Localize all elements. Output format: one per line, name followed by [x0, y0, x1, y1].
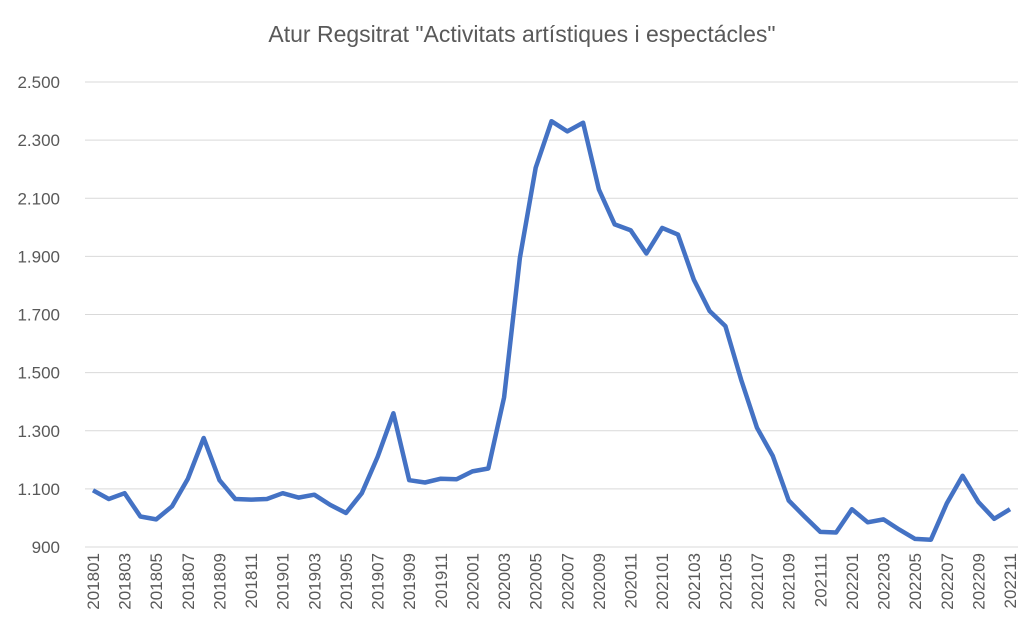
x-tick-label: 202001 [463, 553, 482, 610]
x-tick-label: 201811 [242, 553, 261, 608]
x-tick-label: 202203 [875, 553, 894, 610]
x-tick-label: 201809 [210, 553, 229, 610]
x-tick-label: 201901 [274, 553, 293, 610]
x-tick-label: 202211 [1001, 553, 1020, 608]
x-tick-label: 202003 [495, 553, 514, 610]
x-tick-label: 202005 [527, 553, 546, 610]
x-tick-label: 201805 [147, 553, 166, 610]
x-tick-label: 202205 [906, 553, 925, 610]
x-tick-label: 202111 [811, 553, 830, 607]
x-tick-label: 201803 [116, 553, 135, 610]
x-tick-label: 202201 [843, 553, 862, 610]
x-tick-label: 202207 [938, 553, 957, 610]
x-tick-label: 202103 [685, 553, 704, 610]
x-tick-label: 202009 [590, 553, 609, 610]
y-tick-label: 2.300 [17, 131, 60, 150]
x-tick-label: 202209 [969, 553, 988, 610]
x-tick-label: 202105 [716, 553, 735, 610]
x-tick-label: 201905 [337, 553, 356, 610]
chart-title: Atur Regsitrat "Activitats artístiques i… [268, 21, 775, 47]
x-tick-label: 201801 [84, 553, 103, 610]
y-tick-label: 1.100 [17, 480, 60, 499]
x-tick-label: 202101 [653, 553, 672, 610]
x-tick-label: 201909 [400, 553, 419, 610]
x-tick-label: 201807 [179, 553, 198, 610]
x-tick-label: 201907 [369, 553, 388, 610]
y-tick-label: 900 [32, 538, 60, 557]
x-tick-label: 201911 [432, 553, 451, 608]
y-tick-label: 1.700 [17, 306, 60, 325]
y-tick-label: 2.500 [17, 73, 60, 92]
x-tick-label: 202007 [558, 553, 577, 610]
data-line [91, 118, 1012, 542]
x-tick-label: 202011 [622, 553, 641, 608]
x-tick-label: 201903 [305, 553, 324, 610]
y-tick-label: 1.300 [17, 422, 60, 441]
y-tick-label: 1.900 [17, 247, 60, 266]
y-tick-label: 2.100 [17, 189, 60, 208]
x-tick-label: 202107 [748, 553, 767, 610]
y-tick-label: 1.500 [17, 364, 60, 383]
x-tick-label: 202109 [780, 553, 799, 610]
